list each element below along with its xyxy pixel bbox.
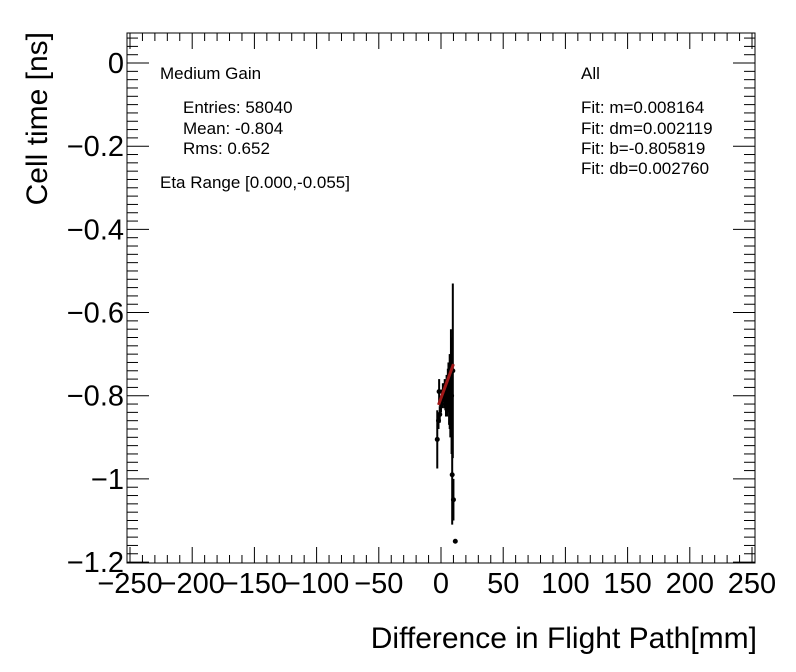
x-tick-label: −150: [222, 568, 287, 600]
gain-label: Medium Gain: [160, 64, 261, 83]
y-tick-label: −0.6: [67, 298, 124, 330]
data-points: [434, 283, 458, 544]
y-tick-label: −1: [91, 464, 124, 496]
x-tick-label: 200: [666, 568, 714, 600]
fit-db-stat: Fit: db=0.002760: [581, 159, 709, 178]
x-tick-labels: −250−200−150−100 −50 0 50 100 150 200 250: [97, 568, 776, 600]
fit-dm-stat: Fit: dm=0.002119: [581, 119, 713, 138]
x-tick-label: −250: [97, 568, 162, 600]
data-point: [436, 389, 442, 395]
y-tick-label: −0.4: [67, 214, 124, 246]
axis-ticks: [127, 33, 755, 563]
x-tick-label: 100: [541, 568, 589, 600]
fit-line-group: [437, 363, 455, 406]
y-axis-label: Cell time [ns]: [21, 32, 54, 205]
x-tick-label: 50: [487, 568, 519, 600]
fit-b-stat: Fit: b=-0.805819: [581, 139, 705, 158]
x-axis-label: Difference in Flight Path[mm]: [371, 622, 757, 655]
x-tick-label: −100: [284, 568, 349, 600]
fit-line: [437, 363, 455, 406]
entries-stat: Entries: 58040: [183, 98, 293, 117]
x-tick-label: −200: [160, 568, 225, 600]
category-label: All: [581, 64, 600, 83]
x-tick-label: 250: [728, 568, 776, 600]
data-point: [450, 497, 456, 503]
data-point: [437, 411, 443, 417]
data-point: [452, 538, 458, 544]
x-tick-label: 0: [433, 568, 449, 600]
y-tick-labels: 0 −0.2 −0.4 −0.6 −0.8 −1 −1.2: [67, 48, 124, 579]
fit-m-stat: Fit: m=0.008164: [581, 98, 704, 117]
x-tick-label: 150: [603, 568, 651, 600]
data-point: [449, 472, 455, 478]
y-tick-label: −1.2: [67, 547, 124, 579]
mean-stat: Mean: -0.804: [183, 119, 283, 138]
y-tick-label: 0: [108, 48, 124, 80]
x-tick-label: −50: [354, 568, 403, 600]
rms-stat: Rms: 0.652: [183, 139, 270, 158]
y-tick-label: −0.8: [67, 381, 124, 413]
data-point: [434, 436, 440, 442]
y-tick-label: −0.2: [67, 131, 124, 163]
eta-range-label: Eta Range [0.000,-0.055]: [160, 173, 350, 192]
